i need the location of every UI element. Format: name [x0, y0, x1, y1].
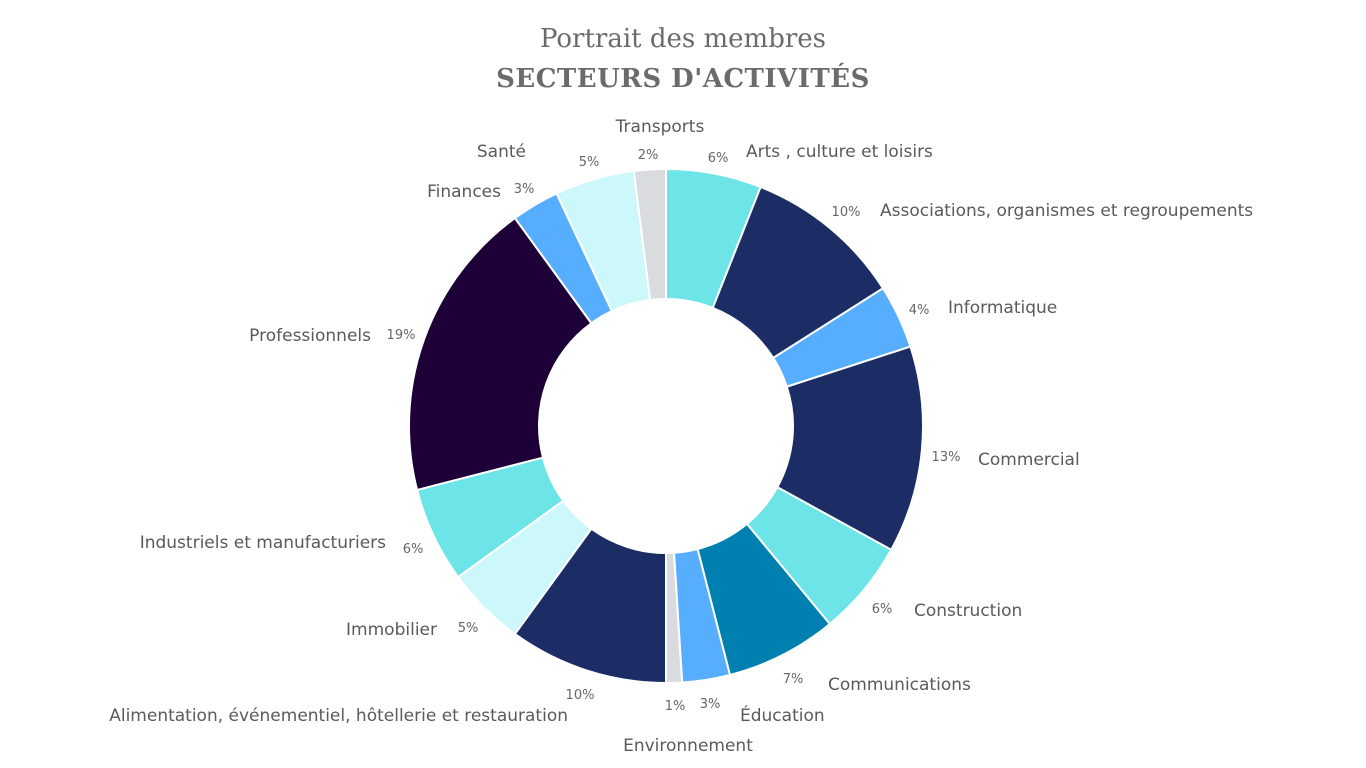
slice-label-professionnels: Professionnels [249, 326, 371, 346]
slice-label-informatique: Informatique [948, 298, 1057, 318]
slice-value-professionnels: 19% [387, 328, 416, 343]
slice-label-sante: Santé [477, 142, 526, 162]
slice-value-environnement: 1% [665, 699, 686, 714]
slice-value-associations-organismes-et-regroupements: 10% [832, 205, 861, 220]
slice-value-arts-culture-et-loisirs: 6% [708, 151, 729, 166]
slice-label-immobilier: Immobilier [346, 620, 437, 640]
slice-value-immobilier: 5% [458, 621, 479, 636]
slice-label-education: Éducation [740, 704, 825, 726]
slice-value-industriels-et-manufacturiers: 6% [403, 542, 424, 557]
slice-label-commercial: Commercial [978, 450, 1080, 470]
slice-value-transports: 2% [638, 148, 659, 163]
slice-transports [632, 167, 667, 302]
slice-value-finances: 3% [514, 182, 535, 197]
slice-value-sante: 5% [579, 155, 600, 170]
slice-professionnels [408, 216, 593, 492]
slice-value-alimentation-evenementiel-hotellerie-et-restauration: 10% [566, 688, 595, 703]
slice-value-construction: 6% [872, 602, 893, 617]
slice-value-communications: 7% [783, 672, 804, 687]
slice-label-construction: Construction [914, 601, 1022, 621]
slice-label-environnement: Environnement [623, 736, 753, 756]
slice-label-communications: Communications [828, 675, 971, 695]
chart-subtitle: SECTEURS D'ACTIVITÉS [496, 64, 870, 94]
slice-label-transports: Transports [615, 117, 705, 137]
slice-label-industriels-et-manufacturiers: Industriels et manufacturiers [140, 533, 386, 553]
slice-label-arts-culture-et-loisirs: Arts , culture et loisirs [746, 142, 933, 162]
slice-value-informatique: 4% [909, 303, 930, 318]
slice-label-alimentation-evenementiel-hotellerie-et-restauration: Alimentation, événementiel, hôtellerie e… [109, 706, 568, 726]
slice-value-education: 3% [700, 697, 721, 712]
slice-value-commercial: 13% [932, 450, 961, 465]
slice-label-associations-organismes-et-regroupements: Associations, organismes et regroupement… [880, 201, 1253, 221]
slice-label-finances: Finances [427, 182, 501, 202]
chart-title: Portrait des membres [539, 24, 827, 54]
